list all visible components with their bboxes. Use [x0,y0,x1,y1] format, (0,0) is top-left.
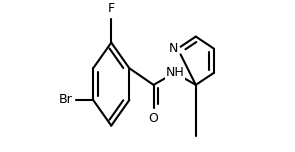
Text: O: O [149,112,158,125]
Text: F: F [108,2,115,16]
Text: NH: NH [165,66,184,79]
Text: Br: Br [58,93,72,107]
Text: N: N [168,42,178,55]
